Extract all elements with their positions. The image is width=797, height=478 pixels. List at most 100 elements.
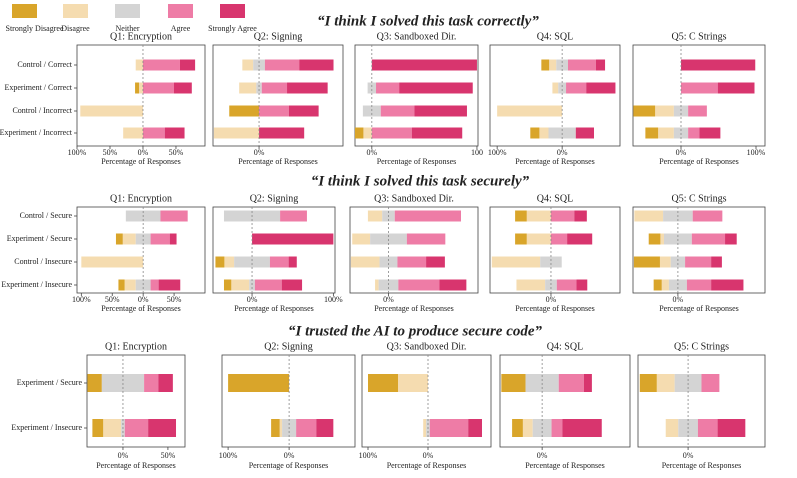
x-tick-label: 100%: [747, 148, 766, 157]
bar-segment: [711, 279, 744, 291]
bar-segment: [150, 233, 170, 245]
bar-segment: [239, 82, 257, 94]
bar-segment: [380, 105, 415, 117]
bar-segment: [173, 82, 192, 94]
bar-segment: [139, 82, 143, 94]
bar-segment: [296, 419, 317, 437]
bar-segment: [213, 127, 260, 139]
x-tick-label: 0%: [247, 295, 258, 304]
plot-frame: [489, 44, 621, 147]
y-tick-label: Control / Incorrect: [12, 106, 72, 115]
bar-segment: [367, 210, 383, 222]
bar-segment: [375, 279, 379, 291]
x-axis-label: Percentage of Responses: [659, 157, 739, 166]
bar-segment: [515, 210, 527, 222]
x-axis-label: Percentage of Responses: [249, 461, 329, 470]
subplot-title: Q4: SQL: [537, 31, 573, 42]
subplot-title: Q3: Sandboxed Dir.: [387, 341, 467, 352]
bar-segment: [522, 419, 533, 437]
bar-segment: [261, 82, 288, 94]
bar-segment: [288, 256, 297, 268]
bar-segment: [148, 419, 177, 437]
subplot-title: Q1: Encryption: [110, 193, 172, 204]
bar-segment: [639, 374, 657, 392]
bar-segment: [685, 256, 712, 268]
bar-segment: [717, 82, 755, 94]
x-tick-label: 0%: [423, 451, 434, 460]
bar-segment: [699, 127, 721, 139]
y-tick-label: Experiment / Insecure: [11, 423, 82, 432]
bar-segment: [717, 419, 746, 437]
bar-segment: [711, 256, 722, 268]
x-axis-label: Percentage of Responses: [662, 461, 742, 470]
bar-segment: [701, 374, 720, 392]
bar-segment: [655, 105, 674, 117]
y-tick-label: Experiment / Incorrect: [0, 128, 73, 137]
bar-segment: [429, 419, 469, 437]
bar-segment: [394, 210, 461, 222]
x-tick-label: 0%: [673, 295, 684, 304]
bar-segment: [568, 59, 596, 71]
x-axis-label: Percentage of Responses: [515, 304, 595, 313]
bar-segment: [515, 233, 527, 245]
bar-segment: [686, 279, 712, 291]
x-tick-label: 0%: [138, 148, 149, 157]
bar-segment: [567, 233, 593, 245]
bar-segment: [660, 233, 664, 245]
bar-segment: [87, 374, 102, 392]
bar-segment: [158, 279, 181, 291]
bar-segment: [688, 105, 707, 117]
y-tick-label: Control / Correct: [17, 60, 72, 69]
bar-segment: [595, 59, 606, 71]
x-tick-label: 0%: [537, 451, 548, 460]
section-title: “I think I solved this task correctly”: [317, 13, 539, 29]
legend-label: Strongly Disagree: [6, 24, 64, 33]
y-tick-label: Experiment / Secure: [7, 234, 73, 243]
y-tick-label: Control / Secure: [20, 211, 73, 220]
x-tick-label: 0%: [254, 148, 265, 157]
y-tick-label: Experiment / Correct: [4, 83, 72, 92]
bar-segment: [530, 127, 540, 139]
bar-segment: [259, 127, 305, 139]
x-tick-label: 0%: [138, 295, 149, 304]
plot-frame: [632, 44, 766, 147]
x-tick-label: 100%: [488, 148, 507, 157]
bar-segment: [288, 105, 319, 117]
plot-frame: [354, 44, 479, 147]
bar-segment: [549, 59, 557, 71]
bar-segment: [540, 256, 562, 268]
subplot-title: Q3: Sandboxed Dir.: [377, 31, 457, 42]
bar-segment: [583, 374, 592, 392]
bar-segment: [399, 82, 473, 94]
x-tick-label: 100%: [324, 295, 343, 304]
bar-segment: [299, 59, 334, 71]
bar-segment: [92, 419, 104, 437]
bar-segment: [376, 82, 400, 94]
bar-segment: [118, 279, 125, 291]
legend-swatch: [12, 4, 37, 18]
bar-segment: [316, 419, 334, 437]
plot-frame: [637, 354, 766, 448]
bar-segment: [661, 279, 669, 291]
bar-segment: [398, 279, 440, 291]
bar-segment: [252, 233, 334, 245]
bar-segment: [634, 210, 664, 222]
y-tick-label: Experiment / Insecure: [1, 280, 72, 289]
bar-segment: [80, 105, 143, 117]
bar-segment: [406, 233, 446, 245]
y-tick-label: Experiment / Secure: [17, 378, 83, 387]
plot-frame: [632, 206, 766, 294]
bar-segment: [550, 233, 568, 245]
subplot-title: Q2: Signing: [250, 193, 299, 204]
bar-segment: [562, 419, 602, 437]
bar-segment: [135, 82, 140, 94]
legend-swatch: [63, 4, 88, 18]
bar-segment: [150, 279, 159, 291]
bar-segment: [658, 127, 674, 139]
subplot-title: Q2: Signing: [254, 31, 303, 42]
bar-segment: [223, 279, 232, 291]
x-tick-label: 50%: [169, 148, 184, 157]
bar-segment: [179, 59, 196, 71]
bar-segment: [558, 82, 567, 94]
bar-segment: [681, 59, 756, 71]
